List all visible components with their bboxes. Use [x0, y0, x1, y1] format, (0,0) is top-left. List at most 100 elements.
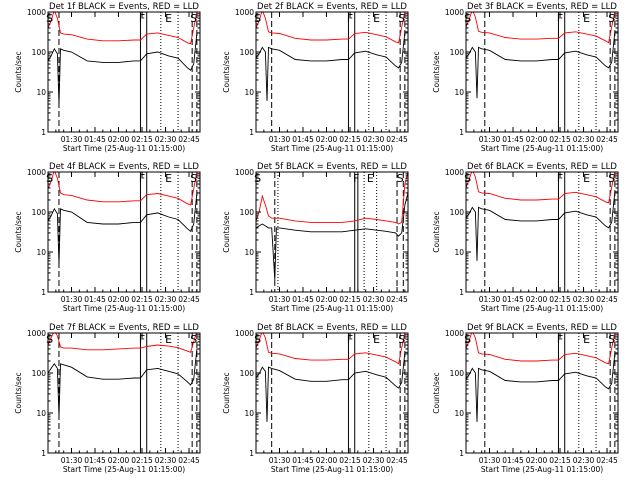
marker-S: S: [608, 172, 615, 185]
x-tick-label: 02:30: [363, 135, 385, 144]
marker-S: S: [608, 333, 615, 346]
x-tick-label: 02:15: [549, 295, 571, 304]
y-tick-label: 1: [459, 128, 464, 137]
x-tick-label: 02:00: [526, 135, 548, 144]
x-tick-label: 01:30: [269, 295, 291, 304]
y-tick-label: 1: [459, 449, 464, 458]
y-tick-label: 1: [249, 128, 254, 137]
marker-S: S: [398, 333, 405, 346]
x-tick-label: 02:00: [316, 456, 338, 465]
marker-F: F: [139, 172, 145, 185]
marker-E: E: [165, 333, 172, 346]
panel-title: Det 7f BLACK = Events, RED = LLD: [49, 323, 199, 333]
x-tick-label: 02:45: [596, 135, 618, 144]
y-tick-label: 1: [459, 288, 464, 297]
marker-F: F: [557, 333, 563, 346]
x-tick-label: 02:45: [178, 295, 200, 304]
y-tick-label: 10: [454, 88, 464, 97]
plot-area: [466, 172, 618, 292]
plot-frame: [47, 332, 201, 454]
x-axis-label: Start Time (25-Aug-11 01:15:00): [271, 465, 393, 474]
y-axis-label: Counts/sec: [222, 372, 231, 413]
y-tick-label: 100: [32, 48, 47, 57]
marker-S: S: [190, 333, 197, 346]
x-tick-label: 01:45: [292, 135, 314, 144]
series-events-line: [48, 192, 200, 265]
plot-frame: [255, 11, 409, 133]
x-tick-label: 02:30: [155, 295, 177, 304]
series-events-line: [256, 192, 408, 281]
x-tick-label: 01:30: [479, 456, 501, 465]
x-tick-label: 02:30: [573, 295, 595, 304]
y-tick-label: 1000: [445, 8, 464, 17]
y-tick-label: 10: [454, 409, 464, 418]
y-tick-label: 1: [41, 288, 46, 297]
plot-frame: [47, 11, 201, 133]
y-tick-label: 1000: [445, 168, 464, 177]
y-tick-label: 10: [244, 409, 254, 418]
y-tick-label: 1: [249, 449, 254, 458]
series-lld-line: [48, 172, 200, 206]
panel-title: Det 1f BLACK = Events, RED = LLD: [49, 2, 199, 12]
y-tick-label: 10: [244, 248, 254, 257]
x-axis-label: Start Time (25-Aug-11 01:15:00): [63, 465, 185, 474]
panel-title: Det 2f BLACK = Events, RED = LLD: [257, 2, 407, 12]
x-tick-label: 02:45: [596, 295, 618, 304]
y-tick-label: 1000: [27, 8, 46, 17]
marker-F: F: [347, 12, 353, 25]
x-tick-label: 02:45: [386, 295, 408, 304]
y-tick-label: 10: [36, 248, 46, 257]
x-tick-label: 02:00: [526, 456, 548, 465]
marker-F: F: [353, 172, 359, 185]
series-events-line: [466, 191, 618, 261]
series-events-line: [48, 32, 200, 105]
series-lld-line: [48, 12, 200, 45]
x-tick-label: 02:45: [386, 456, 408, 465]
series-lld-line: [256, 12, 408, 44]
marker-F: F: [557, 172, 563, 185]
series-lld-line: [48, 333, 197, 353]
y-tick-label: 100: [32, 208, 47, 217]
y-axis-label: Counts/sec: [222, 211, 231, 252]
y-tick-label: 100: [450, 208, 465, 217]
x-tick-label: 02:45: [178, 135, 200, 144]
x-tick-label: 01:30: [479, 295, 501, 304]
y-tick-label: 10: [454, 248, 464, 257]
x-tick-label: 02:30: [155, 135, 177, 144]
x-axis-label: Start Time (25-Aug-11 01:15:00): [481, 465, 603, 474]
plot-frame: [465, 171, 619, 293]
y-axis-label: Counts/sec: [222, 51, 231, 92]
y-tick-label: 1000: [235, 329, 254, 338]
x-tick-label: 01:45: [84, 135, 106, 144]
plot-frame: [255, 171, 409, 293]
panel-title: Det 9f BLACK = Events, RED = LLD: [467, 323, 617, 333]
x-tick-label: 02:15: [339, 456, 361, 465]
x-tick-label: 02:30: [363, 456, 385, 465]
marker-E: E: [373, 12, 380, 25]
y-tick-label: 10: [36, 88, 46, 97]
x-tick-label: 02:00: [108, 295, 130, 304]
x-axis-label: Start Time (25-Aug-11 01:15:00): [481, 304, 603, 313]
x-tick-label: 02:45: [178, 456, 200, 465]
series-events-line: [256, 31, 408, 101]
x-tick-label: 02:15: [131, 456, 153, 465]
x-tick-label: 01:30: [269, 456, 291, 465]
x-axis-label: Start Time (25-Aug-11 01:15:00): [63, 304, 185, 313]
panel-title: Det 4f BLACK = Events, RED = LLD: [49, 162, 199, 172]
y-tick-label: 10: [244, 88, 254, 97]
series-lld-line: [466, 172, 618, 204]
series-lld-line: [256, 172, 408, 225]
plot-frame: [465, 11, 619, 133]
marker-S: S: [190, 172, 197, 185]
marker-E: E: [165, 172, 172, 185]
x-tick-label: 01:30: [61, 456, 83, 465]
x-tick-label: 02:45: [596, 456, 618, 465]
y-tick-label: 10: [36, 409, 46, 418]
plot-area: [256, 12, 408, 132]
